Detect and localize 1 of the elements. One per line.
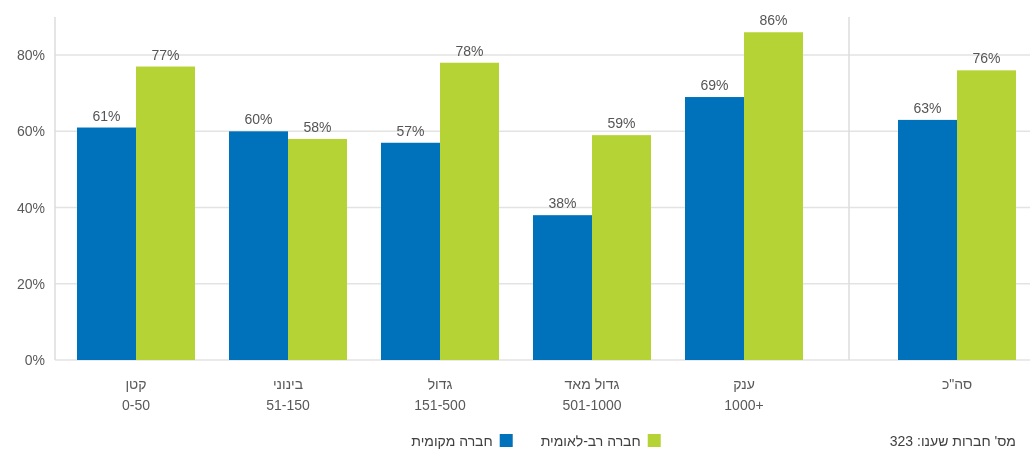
annotation: מס' חברות שענו: 323: [889, 433, 1016, 449]
